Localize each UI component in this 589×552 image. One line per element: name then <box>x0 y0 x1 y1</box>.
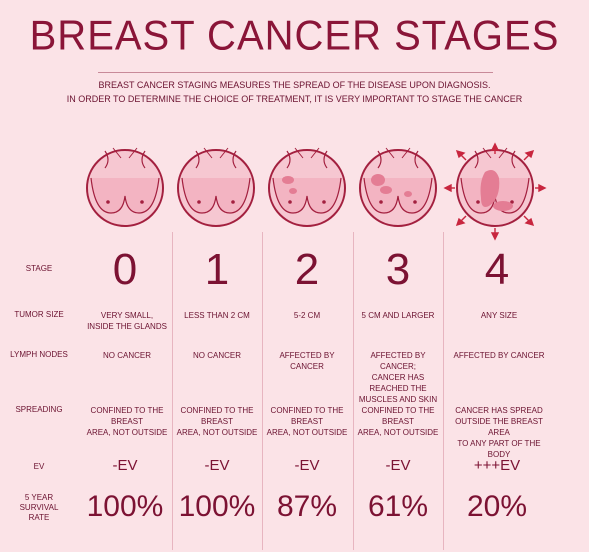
survival-rate: 61% <box>367 490 429 523</box>
stage-number: 4 <box>484 245 510 294</box>
subtitle: BREAST CANCER STAGING MEASURES THE SPREA… <box>60 78 529 106</box>
row-label-survival: 5 YEAR SURVIVAL RATE <box>0 493 78 523</box>
tumor-size: LESS THAN 2 CM <box>172 310 262 321</box>
ev-value: -EV <box>294 457 320 474</box>
row-label-spreading: SPREADING <box>15 405 63 414</box>
ev-value: -EV <box>112 457 138 474</box>
stage-illustrations <box>86 142 547 241</box>
subtitle-line-2: IN ORDER TO DETERMINE THE CHOICE OF TREA… <box>66 94 523 104</box>
spreading-line-2: AREA, NOT OUTSIDE <box>266 428 348 437</box>
stage-number: 3 <box>385 245 411 294</box>
column-divider <box>443 232 444 550</box>
spreading-line-1: CONFINED TO THE BREAST <box>90 406 164 426</box>
tumor-size-line-1: 5-2 CM <box>293 311 321 320</box>
spreading-line-2: AREA, NOT OUTSIDE <box>86 428 168 437</box>
column-divider <box>172 232 173 550</box>
title-divider <box>98 72 493 73</box>
row-label-lymph-nodes: LYMPH NODES <box>10 350 68 359</box>
survival-rate: 100% <box>178 490 256 523</box>
spreading: CONFINED TO THE BREAST AREA, NOT OUTSIDE <box>82 405 172 438</box>
stage-0-torso-icon <box>86 147 164 227</box>
lymph-nodes-line-1: AFFECTED BY CANCER; <box>370 351 426 371</box>
spreading: CANCER HAS SPREAD OUTSIDE THE BREAST ARE… <box>449 405 549 460</box>
subtitle-line-1: BREAST CANCER STAGING MEASURES THE SPREA… <box>98 80 491 90</box>
metastasis-arrows-icon <box>443 142 547 241</box>
lymph-nodes-line-1: NO CANCER <box>192 351 241 360</box>
row-label-stage: STAGE <box>25 264 53 273</box>
spreading-line-1: CANCER HAS SPREAD <box>455 406 543 415</box>
tumor-size: 5 CM AND LARGER <box>353 310 443 321</box>
tumor-size-line-1: 5 CM AND LARGER <box>361 311 435 320</box>
stage-3-torso-icon <box>359 147 437 227</box>
spreading-line-2: AREA, NOT OUTSIDE <box>176 428 258 437</box>
survival-rate: 20% <box>466 490 528 523</box>
tumor-size: VERY SMALL, INSIDE THE GLANDS <box>82 310 172 332</box>
spreading-line-1: CONFINED TO THE BREAST <box>270 406 344 426</box>
row-label-tumor-size: TUMOR SIZE <box>14 310 64 319</box>
column-divider <box>353 232 354 550</box>
survival-rate: 87% <box>276 490 338 523</box>
tumor-size-line-1: VERY SMALL, <box>100 311 154 320</box>
stage-2-torso-icon <box>268 147 346 227</box>
survival-rate: 100% <box>86 490 164 523</box>
stage-number: 2 <box>294 245 320 294</box>
ev-value: -EV <box>204 457 230 474</box>
lymph-nodes-line-1: AFFECTED BY CANCER <box>453 351 545 360</box>
spreading-line-2: OUTSIDE THE BREAST AREA <box>455 417 543 437</box>
spreading-line-1: CONFINED TO THE BREAST <box>361 406 435 426</box>
row-label-ev: EV <box>33 462 45 471</box>
stage-number: 0 <box>112 245 138 294</box>
lymph-nodes-line-3: MUSCLES AND SKIN <box>358 395 438 404</box>
lymph-nodes-line-1: NO CANCER <box>102 351 151 360</box>
lymph-nodes: AFFECTED BY CANCER; CANCER HAS REACHED T… <box>353 350 443 405</box>
tumor-size: ANY SIZE <box>449 310 549 321</box>
ev-value: -EV <box>385 457 411 474</box>
column-divider <box>262 232 263 550</box>
lymph-nodes: AFFECTED BY CANCER <box>262 350 352 372</box>
lymph-nodes: NO CANCER <box>172 350 262 361</box>
row-label-survival-line-2: SURVIVAL <box>19 503 59 512</box>
tumor-size-line-1: ANY SIZE <box>480 311 518 320</box>
spreading: CONFINED TO THE BREAST AREA, NOT OUTSIDE <box>172 405 262 438</box>
page-title: BREAST CANCER STAGES <box>29 12 560 60</box>
stage-1-torso-icon <box>177 147 255 227</box>
row-label-survival-line-3: RATE <box>28 513 50 522</box>
tumor-size: 5-2 CM <box>262 310 352 321</box>
lymph-nodes: NO CANCER <box>82 350 172 361</box>
stage-number: 1 <box>204 245 230 294</box>
lymph-nodes-line-2: CANCER HAS REACHED THE <box>369 373 427 393</box>
ev-value: +++EV <box>473 457 521 474</box>
spreading-line-1: CONFINED TO THE BREAST <box>180 406 254 426</box>
spreading-line-3: TO ANY PART OF THE BODY <box>457 439 541 459</box>
tumor-size-line-1: LESS THAN 2 CM <box>184 311 250 320</box>
stage-4-torso-icon <box>443 142 547 241</box>
lymph-nodes-line-1: AFFECTED BY CANCER <box>279 351 335 371</box>
row-label-survival-line-1: 5 YEAR <box>24 493 54 502</box>
spreading-line-2: AREA, NOT OUTSIDE <box>357 428 439 437</box>
tumor-size-line-2: INSIDE THE GLANDS <box>87 322 167 331</box>
spreading: CONFINED TO THE BREAST AREA, NOT OUTSIDE <box>262 405 352 438</box>
lymph-nodes: AFFECTED BY CANCER <box>449 350 549 361</box>
spreading: CONFINED TO THE BREAST AREA, NOT OUTSIDE <box>353 405 443 438</box>
